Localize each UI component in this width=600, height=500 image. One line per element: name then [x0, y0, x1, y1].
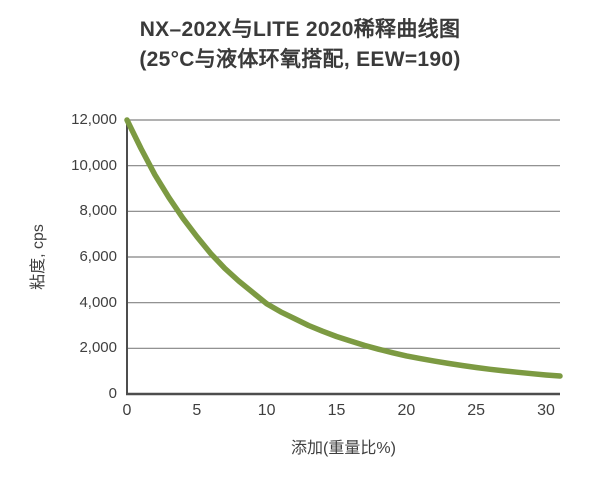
chart-title: NX–202X与LITE 2020稀释曲线图 (25°C与液体环氧搭配, EEW…	[0, 15, 600, 75]
x-tick-label-10: 10	[257, 402, 276, 419]
y-tick-label-4000: 4,000	[79, 293, 117, 311]
y-tick-label-12000: 12,000	[71, 111, 117, 128]
chart-title-line2: (25°C与液体环氧搭配, EEW=190)	[139, 48, 461, 71]
dilution-curve	[124, 117, 563, 379]
y-tick-label-10000: 10,000	[71, 156, 117, 174]
x-tick-label-15: 15	[327, 402, 346, 419]
y-tick-label-0: 0	[108, 385, 117, 402]
chart-title-line1: NX–202X与LITE 2020稀释曲线图	[139, 18, 461, 41]
x-tick-label-30: 30	[537, 402, 555, 419]
y-tick-label-2000: 2,000	[79, 339, 117, 357]
x-tick-label-20: 20	[397, 402, 416, 419]
y-tick-label-6000: 6,000	[79, 248, 117, 265]
x-tick-label-5: 5	[192, 402, 202, 419]
y-tick-label-8000: 8,000	[79, 202, 117, 220]
x-tick-label-0: 0	[122, 402, 132, 419]
x-tick-label-25: 25	[467, 402, 486, 419]
x-axis-title: 添加(重量比%)	[291, 440, 396, 457]
